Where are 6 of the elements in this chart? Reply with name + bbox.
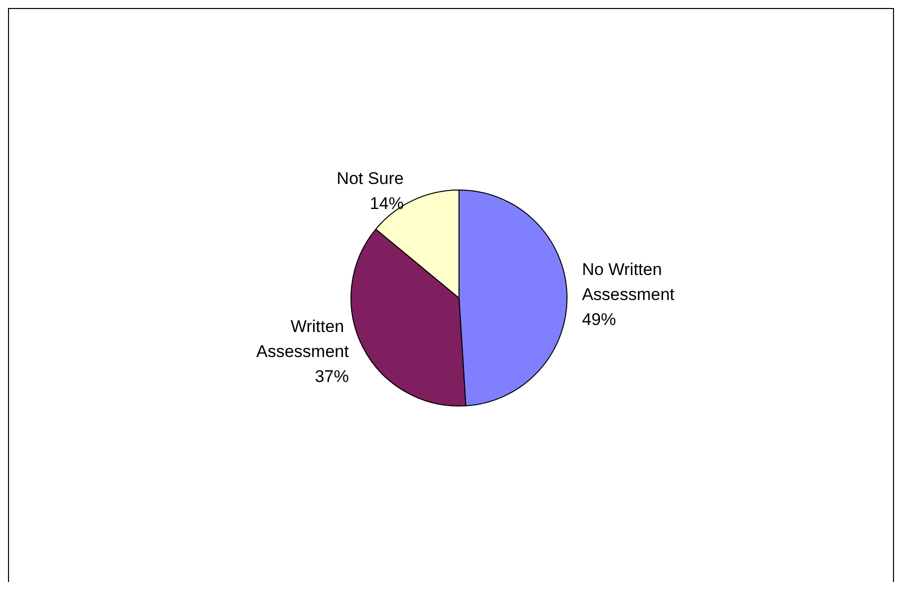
data-label: 37% <box>314 367 349 386</box>
slice-label: Not Sure <box>336 169 404 188</box>
slice-label: No Written Assessment <box>582 260 675 304</box>
data-label: 49% <box>582 310 616 329</box>
data-label: 14% <box>370 194 404 214</box>
slice-label: Written Assessment <box>256 317 350 362</box>
